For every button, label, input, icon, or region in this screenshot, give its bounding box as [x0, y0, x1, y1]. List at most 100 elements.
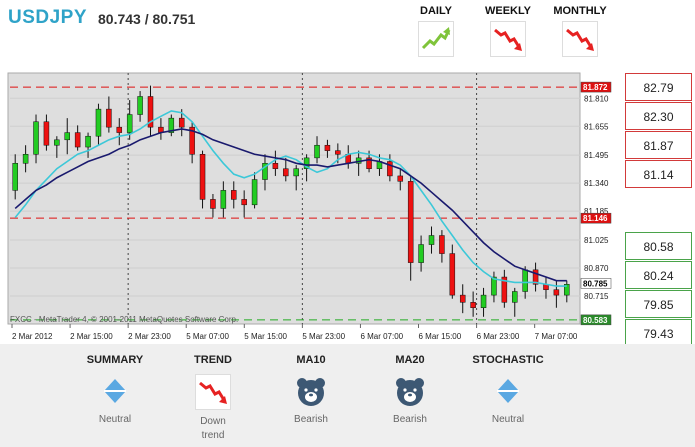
indicator-trend[interactable]: TREND Down trend [168, 354, 258, 443]
symbol-title: USDJPY [8, 7, 88, 28]
candlestick-chart: 81.810 81.655 81.495 81.340 81.185 81.025 80.8… [2, 70, 613, 343]
price-highlight-label: 81.872 [583, 83, 608, 92]
candle-body [126, 114, 133, 133]
price-tick-label: 81.340 [584, 179, 609, 188]
price-highlight-label: 80.583 [583, 316, 608, 325]
neutral-diamond-icon [98, 374, 132, 408]
neutral-diamond-icon [491, 374, 525, 408]
candle-body [189, 126, 195, 155]
timeframe-label: DAILY [420, 5, 452, 17]
candle-body [74, 132, 81, 148]
support-level-4: 79.43 [625, 319, 692, 347]
candle-body [95, 108, 102, 137]
candle-body [210, 199, 216, 209]
indicator-value: Bearish [294, 414, 328, 425]
timeframe-daily[interactable]: DAILY [396, 5, 476, 57]
trend-down-icon [562, 21, 598, 57]
candle-body [220, 190, 227, 209]
trend-down-icon [490, 21, 526, 57]
price-tick-label: 81.185 [584, 207, 609, 216]
support-level-2: 80.24 [625, 261, 692, 289]
price-tick-label: 81.025 [584, 236, 609, 245]
candle-body [439, 235, 445, 254]
support-level-3: 79.85 [625, 290, 692, 318]
price-tick-label: 81.655 [584, 122, 609, 131]
candle-body [22, 154, 29, 164]
candle-body [12, 163, 18, 191]
resistance-level-1: 82.79 [625, 73, 692, 101]
time-tick-label: 6 Mar 23:00 [477, 332, 520, 341]
candle-body [418, 244, 424, 263]
price-tick-label: 81.495 [584, 151, 609, 160]
time-tick-label: 7 Mar 07:00 [535, 332, 578, 341]
indicator-stochastic[interactable]: STOCHASTIC Neutral [463, 354, 553, 427]
candle-body [501, 276, 508, 303]
timeframe-monthly[interactable]: MONTHLY [540, 5, 620, 57]
candle-body [532, 269, 539, 285]
indicator-name: MA10 [296, 354, 326, 366]
candle-body [106, 108, 112, 128]
time-tick-label: 2 Mar 15:00 [70, 332, 113, 341]
timeframe-weekly[interactable]: WEEKLY [468, 5, 548, 57]
time-tick-label: 5 Mar 23:00 [302, 332, 345, 341]
candle-body [241, 199, 247, 206]
candle-body [324, 144, 331, 151]
price-highlight-box [580, 81, 612, 93]
price-chart[interactable]: 81.810 81.655 81.495 81.340 81.185 81.025 80.8… [2, 70, 613, 343]
trend-up-icon [418, 21, 454, 57]
candle-body [85, 135, 91, 148]
candle-body [43, 121, 50, 146]
candle-body [262, 163, 268, 180]
price-highlight-label: 80.785 [583, 279, 608, 288]
time-tick-label: 5 Mar 15:00 [244, 332, 287, 341]
candle-body [522, 269, 528, 292]
candle-body [397, 175, 404, 182]
price-highlight-box [580, 314, 612, 326]
time-tick-label: 2 Mar 23:00 [128, 332, 171, 341]
candle-body [231, 190, 237, 200]
price-tick-label: 80.870 [584, 264, 609, 273]
price-highlight-box [580, 278, 612, 289]
indicator-ma20[interactable]: MA20 Bearish [365, 354, 455, 427]
indicator-ma10[interactable]: MA10 Bearish [266, 354, 356, 427]
candle-body [293, 168, 299, 177]
candle-body [512, 291, 518, 303]
indicator-value: Bearish [393, 414, 427, 425]
indicator-value: Neutral [98, 414, 132, 425]
candle-body [116, 126, 123, 133]
candle-body [459, 294, 466, 303]
candle-body [314, 144, 320, 159]
chart-copyright: FXCC - MetaTrader 4, © 2001-2011 MetaQuo… [10, 315, 238, 324]
time-tick-label: 5 Mar 07:00 [186, 332, 229, 341]
candle-body [335, 150, 341, 155]
indicator-panel: SUMMARY Neutral TREND Down trend MA10 Be… [0, 344, 695, 447]
ma10-line [14, 110, 567, 287]
candle-body [491, 276, 497, 296]
candle-body [251, 179, 258, 206]
indicator-value: Neutral [491, 414, 525, 425]
indicator-name: SUMMARY [86, 354, 144, 366]
candle-body [564, 284, 570, 296]
timeframe-label: MONTHLY [553, 5, 607, 17]
candle-body [480, 294, 487, 308]
resistance-level-2: 82.30 [625, 102, 692, 130]
indicator-name: MA20 [395, 354, 425, 366]
bear-icon [294, 374, 328, 408]
indicator-name: TREND [194, 354, 232, 366]
candle-body [470, 302, 476, 308]
candle-body [366, 157, 372, 169]
candle-body [64, 132, 70, 141]
candle-body [178, 117, 185, 128]
resistance-level-3: 81.87 [625, 131, 692, 159]
indicator-name: STOCHASTIC [472, 354, 544, 366]
candle-body [54, 139, 60, 146]
time-tick-label: 2 Mar 2012 [12, 332, 53, 341]
candle-body [147, 96, 154, 128]
price-highlight-label: 81.146 [583, 214, 608, 223]
indicator-summary[interactable]: SUMMARY Neutral [70, 354, 160, 427]
indicator-value: Down trend [200, 416, 226, 441]
bear-icon [393, 374, 427, 408]
candle-body [387, 161, 393, 177]
timeframe-label: WEEKLY [484, 5, 532, 17]
candle-body [428, 235, 435, 245]
